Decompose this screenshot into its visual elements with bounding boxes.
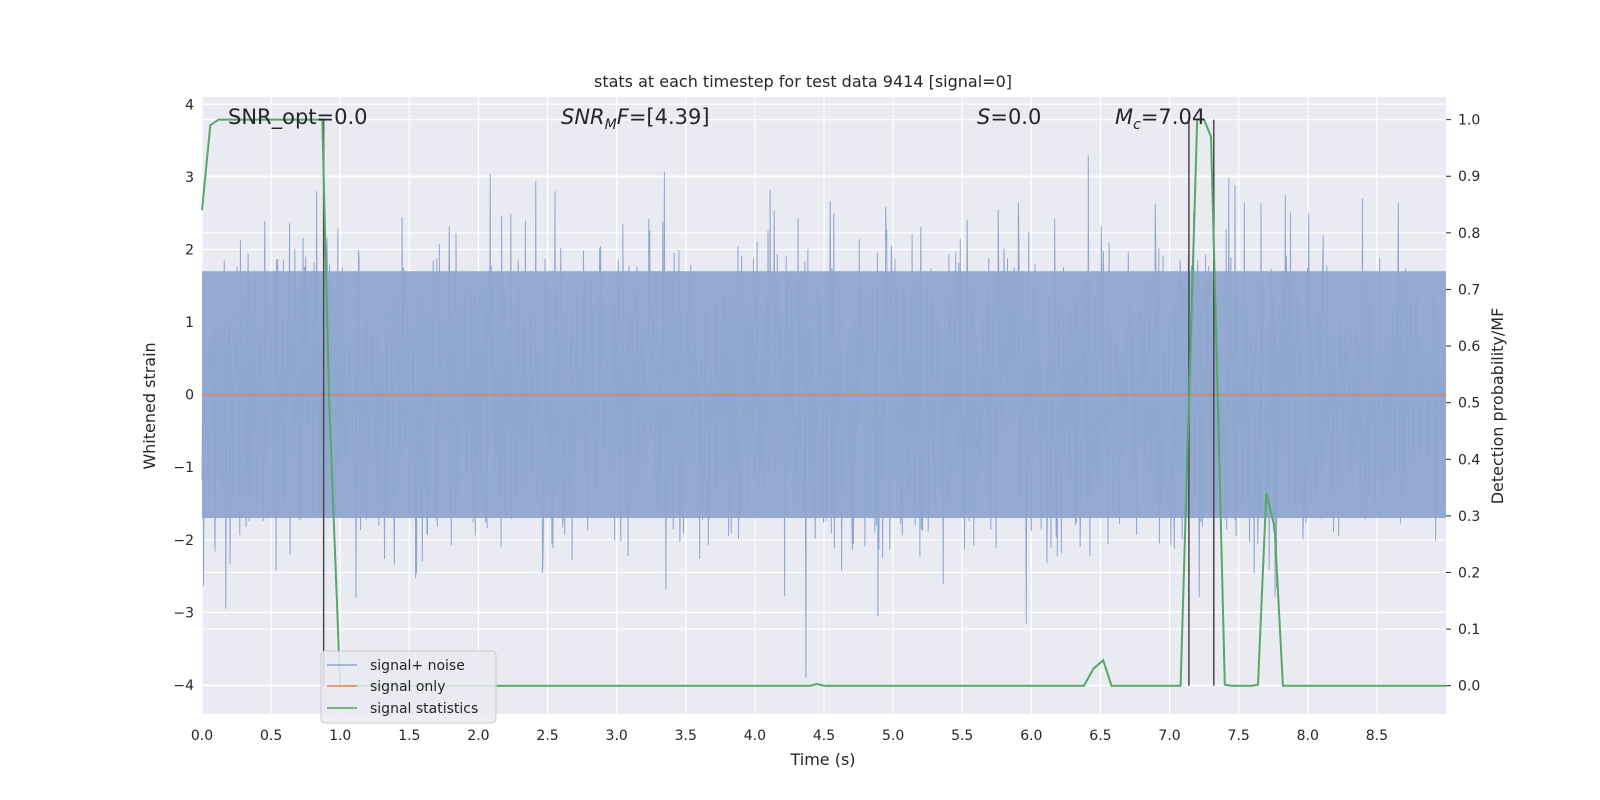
x-tick-label: 2.0 — [467, 728, 489, 744]
y-tick-label: 2 — [185, 242, 194, 258]
annotation-snr-mf-after: F — [617, 105, 630, 129]
right-tick-label: 1.0 — [1458, 113, 1480, 129]
right-tick-label: 0.5 — [1458, 396, 1480, 412]
y-tick-label: −3 — [173, 605, 194, 621]
annotation-s-main: S — [977, 105, 990, 129]
x-tick-label: 6.5 — [1089, 728, 1111, 744]
annotation-mc-sub: c — [1133, 117, 1141, 133]
chart-title: stats at each timestep for test data 941… — [594, 72, 1012, 91]
legend: signal+ noise signal only signal statist… — [320, 650, 497, 724]
x-tick-label: 1.5 — [398, 728, 420, 744]
legend-label-noise: signal+ noise — [370, 658, 465, 674]
statistics-line — [201, 118, 1446, 687]
x-tick-label: 0.5 — [260, 728, 282, 744]
annotation-snr-mf-value: =[4.39] — [629, 105, 710, 129]
annotation-snr-mf-sub: M — [605, 117, 617, 133]
y-tick-label: 1 — [185, 315, 194, 331]
y-tick-label: −4 — [173, 678, 194, 694]
x-tick-label: 5.5 — [951, 728, 973, 744]
y-axis-label: Whitened strain — [140, 342, 159, 469]
y-tick-label: 4 — [185, 97, 194, 113]
right-tick-label: 0.2 — [1458, 565, 1480, 581]
right-tick-label: 0.7 — [1458, 282, 1480, 298]
x-tick-label: 1.0 — [329, 728, 351, 744]
legend-box — [320, 650, 497, 724]
annotation-snr-opt: SNR_opt=0.0 — [228, 105, 368, 130]
x-tick-label: 3.5 — [675, 728, 697, 744]
x-tick-label: 3.0 — [606, 728, 628, 744]
legend-label-statistics: signal statistics — [370, 701, 478, 717]
x-tick-label: 8.5 — [1366, 728, 1388, 744]
right-tick-label: 0.8 — [1458, 226, 1480, 242]
noise-line — [201, 155, 1447, 678]
series-signal-statistics — [201, 118, 1446, 687]
y-tick-label: −1 — [173, 460, 194, 476]
right-tick-label: 0.6 — [1458, 339, 1480, 355]
x-tick-label: 2.5 — [536, 728, 558, 744]
right-tick-label: 0.4 — [1458, 452, 1480, 468]
annotation-mc-main: M — [1115, 105, 1133, 129]
annotation-snr-mf: SNRMF=[4.39] — [561, 105, 710, 133]
x-tick-label: 8.0 — [1297, 728, 1319, 744]
annotation-snr-mf-main: SNR — [561, 105, 605, 129]
y-tick-label: 0 — [185, 388, 194, 404]
right-axis-ticks: 1.0 0.9 0.8 0.7 0.6 0.5 0.4 0.3 0.2 0.1 0.0 — [1446, 113, 1480, 695]
right-tick-label: 0.1 — [1458, 622, 1480, 638]
x-axis-label: Time (s) — [789, 750, 855, 769]
x-tick-label: 5.0 — [882, 728, 904, 744]
x-tick-label: 7.0 — [1158, 728, 1180, 744]
x-tick-label: 6.0 — [1020, 728, 1042, 744]
right-tick-label: 0.9 — [1458, 169, 1480, 185]
x-tick-label: 0.0 — [191, 728, 213, 744]
x-tick-label: 4.5 — [813, 728, 835, 744]
x-tick-label: 7.5 — [1228, 728, 1250, 744]
right-tick-label: 0.0 — [1458, 679, 1480, 695]
x-tick-label: 4.0 — [744, 728, 766, 744]
x-axis-ticks: 0.0 0.5 1.0 1.5 2.0 2.5 3.0 3.5 4.0 4.5 5.0 5.5 6.0 6… — [191, 728, 1388, 744]
y-tick-label: 3 — [185, 170, 194, 186]
right-axis-label: Detection probability/MF — [1488, 308, 1507, 505]
annotation-s: S=0.0 — [977, 105, 1041, 129]
y-axis-ticks: 4 3 2 1 0 −1 −2 −3 −4 — [173, 97, 194, 694]
annotation-mc: Mc=7.04 — [1115, 105, 1205, 133]
right-tick-label: 0.3 — [1458, 509, 1480, 525]
annotation-mc-value: =7.04 — [1141, 105, 1205, 129]
y-tick-label: −2 — [173, 533, 194, 549]
legend-label-signal-only: signal only — [370, 679, 445, 695]
annotation-s-value: =0.0 — [990, 105, 1041, 129]
